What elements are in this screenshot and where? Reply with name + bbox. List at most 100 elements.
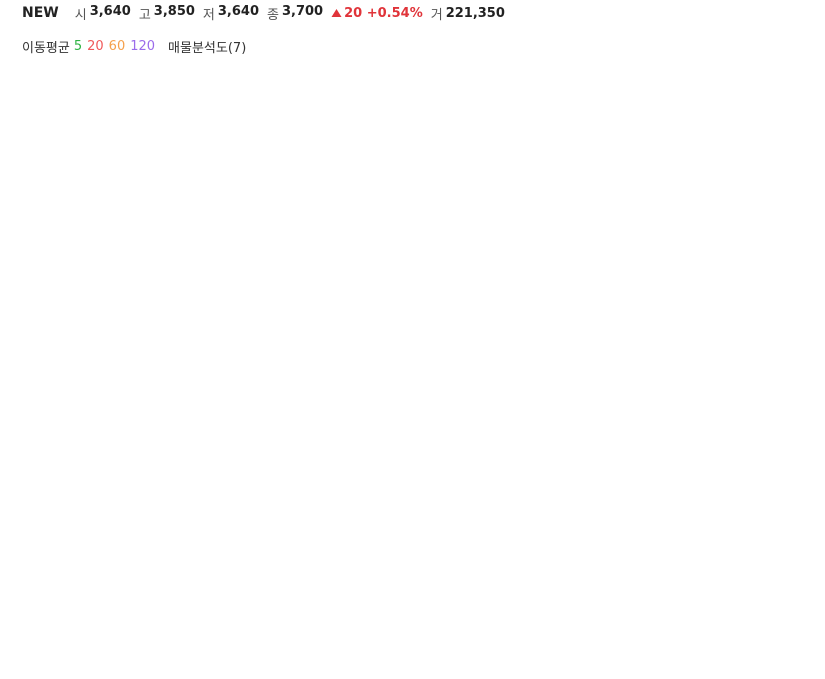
volume-bar — [444, 625, 448, 647]
y-tick-label: 5,584 — [763, 427, 800, 442]
legend-series: 5 20 60 120 — [74, 39, 160, 54]
volume-bar — [52, 644, 56, 647]
profile-legend: 매물분석도(7) — [168, 40, 247, 56]
volume-bar — [620, 640, 625, 647]
legend-entry: 120 — [130, 38, 156, 54]
candle-body — [178, 447, 185, 466]
candle-body — [90, 482, 97, 485]
ma-line — [5, 252, 741, 473]
y-tick-label: 4,188 — [763, 475, 800, 490]
volume-bar — [150, 596, 154, 647]
ohlc-label: 종 — [267, 7, 279, 23]
volume-bar — [591, 635, 595, 647]
ohlc-value: 3,640 — [217, 3, 260, 19]
candle-body — [658, 315, 665, 327]
ohlc-label: 고 — [138, 7, 151, 23]
volume-bar — [365, 627, 370, 647]
volume-bar — [71, 643, 76, 647]
volume-bar — [22, 639, 27, 647]
ma-line — [4, 190, 741, 484]
volume-bar — [512, 641, 517, 647]
candle-body — [737, 202, 743, 230]
y-tick-label: 8,376 — [763, 330, 800, 345]
candle-body — [247, 288, 253, 295]
profile-bar — [0, 103, 43, 162]
low-label: 최저 — [13, 507, 37, 522]
ohlc-value: 3,700 — [281, 3, 324, 19]
volume-bar — [3, 640, 7, 647]
x-tick-label: 4월 — [367, 654, 387, 669]
profile-bar — [0, 445, 470, 504]
candle-body — [697, 260, 704, 268]
candle-body — [21, 468, 28, 472]
candle-body — [70, 485, 77, 488]
candle-body — [668, 308, 675, 327]
volume-title-label: 거래량 — [22, 542, 58, 557]
volume-bar — [218, 612, 223, 647]
y-tick-label: 15,356 — [763, 88, 809, 103]
profile-bar — [0, 388, 207, 447]
volume-bar — [463, 637, 468, 647]
volume-bar — [738, 634, 742, 647]
volume-bar — [189, 575, 194, 647]
volume-bar — [267, 630, 272, 647]
volume-value: 221,350 — [445, 5, 505, 21]
price-tag — [748, 191, 825, 214]
candle-body — [80, 484, 87, 486]
candle-body — [423, 149, 430, 160]
volume-bar — [600, 629, 605, 647]
volume-title: 거래량 221,350 — [22, 542, 123, 557]
volume-bar — [159, 631, 164, 647]
profile-label: 52.1m (25.48%) — [526, 296, 631, 311]
volume-bar — [81, 644, 86, 647]
volume-bar — [257, 635, 262, 647]
volume-bar — [110, 643, 115, 647]
change: 20 +0.54% — [331, 6, 423, 21]
candle-body — [51, 482, 57, 486]
candle-body — [286, 284, 293, 295]
volume-bar — [698, 641, 703, 647]
x-tick-label: 5월 — [426, 654, 446, 669]
candle-body — [443, 176, 449, 254]
candle-body — [688, 267, 694, 289]
candle-body — [374, 142, 381, 177]
candle-body — [394, 194, 400, 212]
header: NEW 시 3,640 고 3,850 저 3,640 종 3,700 20 +0.54% 거… — [22, 3, 513, 23]
profile-bar — [0, 274, 646, 333]
candle-body — [433, 149, 440, 177]
candle-body — [315, 229, 322, 282]
low-marker — [2, 511, 8, 518]
candle-body — [119, 478, 126, 483]
volume-bar — [306, 633, 311, 647]
candle-body — [41, 475, 48, 483]
candle-body — [266, 284, 273, 290]
volume-bar — [375, 619, 380, 647]
candle-body — [570, 298, 577, 302]
volume-bar — [101, 643, 105, 647]
volume-bar — [493, 640, 497, 647]
candle-body — [237, 288, 244, 313]
legend-entry: 5 — [73, 38, 83, 54]
candle-body — [296, 284, 302, 316]
volume-bar — [532, 642, 537, 647]
ohlc-label: 시 — [74, 7, 87, 23]
volume-bar — [728, 633, 733, 647]
ma-line — [4, 165, 741, 487]
volume-bar — [610, 637, 615, 647]
candle-body — [619, 281, 626, 299]
candle-body — [384, 176, 391, 212]
candle-body — [707, 256, 714, 261]
y-tick-label: 6,980 — [763, 378, 800, 393]
x-tick-label: 9월 — [681, 654, 701, 669]
profile-bar — [0, 217, 541, 276]
candle-body — [403, 166, 410, 195]
volume-bar — [12, 642, 17, 647]
volume-bar — [297, 627, 301, 647]
y-tick-label: 12,564 — [763, 185, 809, 200]
change-text: 20 +0.54% — [344, 5, 423, 21]
candle-body — [31, 468, 38, 476]
y-tick-label: 13,960 — [763, 136, 809, 151]
legend-entry: 60 — [108, 38, 126, 54]
volume-bar — [169, 619, 174, 647]
